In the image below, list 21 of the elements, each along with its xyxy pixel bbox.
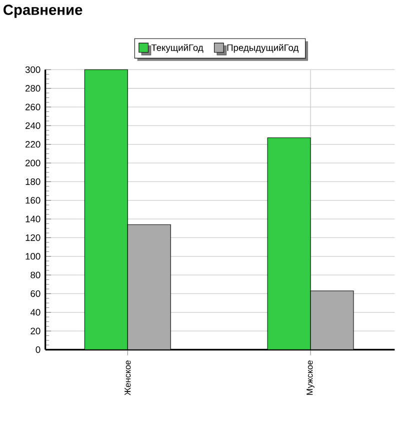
x-tick-label: Мужское [306, 360, 314, 395]
y-tick-label: 100 [26, 253, 40, 260]
y-tick-label: 180 [26, 178, 40, 185]
y-tick-label: 40 [30, 309, 40, 316]
y-tick-label: 260 [26, 104, 40, 110]
y-tick-label: 0 [36, 346, 40, 353]
y-tick-label: 60 [30, 290, 40, 297]
y-tick-label: 140 [26, 216, 40, 222]
y-tick-label: 160 [26, 197, 40, 204]
legend-label: ТекущийГод [151, 44, 204, 53]
chart-title: Сравнение [4, 4, 82, 18]
y-tick-label: 20 [30, 328, 40, 334]
y-tick-label: 220 [26, 141, 40, 148]
y-tick-label: 280 [26, 85, 40, 92]
y-tick-label: 300 [25, 66, 40, 73]
y-tick-label: 80 [30, 272, 40, 278]
x-tick-label: Женское [124, 360, 131, 396]
y-tick-label: 200 [26, 160, 40, 166]
legend-label: ПредыдущийГод [227, 44, 299, 53]
y-tick-label: 240 [26, 122, 40, 129]
y-tick-label: 120 [26, 234, 40, 241]
